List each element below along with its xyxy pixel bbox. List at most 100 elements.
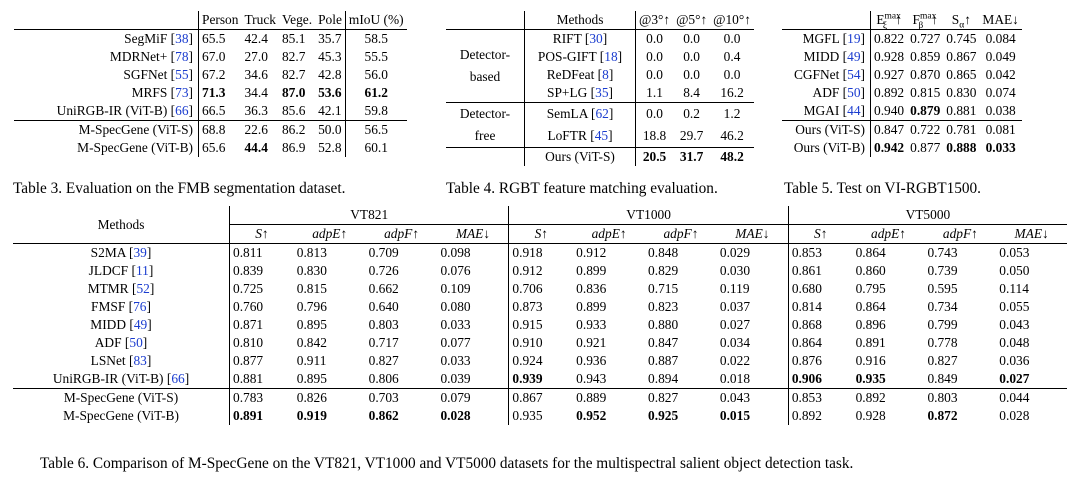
- method-cell: SP+LG [35]: [524, 84, 636, 103]
- citation-link[interactable]: 66: [175, 103, 189, 118]
- group-label-line2: free: [474, 128, 496, 143]
- value-cell: 0.826: [296, 390, 327, 405]
- value-cell: 0.033: [437, 316, 510, 334]
- citation-link[interactable]: 38: [175, 31, 189, 46]
- value-cell: 0.813: [296, 245, 327, 260]
- citation-link[interactable]: 62: [595, 106, 609, 121]
- value-cell: 0.028: [437, 407, 510, 425]
- table-row: Detector-based RIFT [30] 0.0 0.0 0.0: [446, 29, 754, 103]
- value-cell: 0.864: [855, 299, 886, 314]
- citation-link[interactable]: 55: [175, 67, 189, 82]
- citation-link[interactable]: 66: [171, 371, 185, 386]
- value-cell: 0.911: [296, 353, 327, 368]
- value-cell: 0.887: [648, 353, 679, 368]
- table-6-header-methods: Methods: [13, 206, 230, 244]
- method-cell: MIDD [49]: [13, 316, 230, 334]
- value-cell: 0.942: [874, 140, 905, 155]
- value-cell: 0.760: [233, 299, 264, 314]
- e-arrow: ↑: [895, 12, 902, 27]
- citation-link[interactable]: 8: [602, 67, 609, 82]
- citation-link[interactable]: 11: [135, 263, 149, 278]
- value-cell: 0.892: [855, 390, 886, 405]
- citation-link[interactable]: 78: [175, 49, 189, 64]
- table-row: Ours (ViT-S) 0.847 0.722 0.781 0.081: [782, 120, 1022, 139]
- method-name: RIFT: [552, 31, 582, 46]
- value-cell: 0.0: [683, 31, 700, 46]
- value-cell: 48.2: [720, 149, 744, 164]
- method-cell: MGAI [44]: [782, 102, 871, 121]
- value-cell: 0.918: [512, 245, 543, 260]
- value-cell: 0.043: [716, 388, 789, 407]
- value-cell: 0.029: [716, 243, 789, 262]
- table-3-grid: Person Truck Vege. Pole mIoU (%) SegMiF …: [14, 11, 407, 157]
- value-cell: 0.870: [910, 67, 941, 82]
- value-cell: 0.865: [946, 67, 977, 82]
- citation-link[interactable]: 76: [133, 299, 147, 314]
- table-3-header-method: [14, 11, 199, 30]
- value-cell: 0.827: [927, 353, 958, 368]
- table-3-header-person: Person: [202, 12, 239, 27]
- value-cell: 0.717: [368, 335, 399, 350]
- value-cell: 0.043: [999, 317, 1030, 332]
- citation-link[interactable]: 73: [175, 85, 189, 100]
- empty-cell: [446, 147, 525, 166]
- citation-link[interactable]: 44: [847, 103, 861, 118]
- value-cell: 0.881: [233, 371, 264, 386]
- value-cell: 0.853: [791, 390, 822, 405]
- value-cell: 65.6: [202, 140, 226, 155]
- value-cell: 0.876: [791, 353, 822, 368]
- table-row: Ours (ViT-B) 0.942 0.877 0.888 0.033: [782, 139, 1022, 157]
- method-name: POS-GIFT: [537, 49, 597, 64]
- citation-link[interactable]: 19: [847, 31, 861, 46]
- citation-link[interactable]: 39: [133, 245, 147, 260]
- value-cell: 59.8: [364, 103, 388, 118]
- citation-link[interactable]: 35: [595, 85, 609, 100]
- value-cell: 50.0: [315, 120, 346, 139]
- citation-link[interactable]: 54: [847, 67, 861, 82]
- value-cell: 67.2: [202, 67, 226, 82]
- table-4-caption: Table 4. RGBT feature matching evaluatio…: [446, 180, 718, 197]
- method-cell: MRFS [73]: [14, 84, 199, 102]
- table-5-caption: Table 5. Test on VI-RGBT1500.: [784, 180, 981, 197]
- citation-link[interactable]: 52: [136, 281, 150, 296]
- citation-link[interactable]: 49: [133, 317, 148, 332]
- value-cell: 0.839: [233, 263, 264, 278]
- citation-link[interactable]: 50: [847, 85, 861, 100]
- value-cell: 0.734: [927, 299, 958, 314]
- value-cell: 0.847: [648, 335, 679, 350]
- citation-link[interactable]: 45: [594, 128, 609, 143]
- table-6-header-datasets: Methods VT821 VT1000 VT5000: [13, 206, 1067, 244]
- value-cell: 0.894: [648, 371, 679, 386]
- table-row: MTMR [52] 0.725 0.815 0.662 0.109 0.706 0.836 0…: [13, 280, 1067, 298]
- value-cell: 0.868: [791, 317, 822, 332]
- method-name: JLDCF: [88, 263, 129, 278]
- value-cell: 0.048: [999, 335, 1030, 350]
- value-cell: 0.080: [437, 298, 510, 316]
- value-cell: 1.2: [723, 106, 741, 121]
- citation-link[interactable]: 83: [133, 353, 147, 368]
- table-4-header-3deg: @3°↑: [639, 12, 671, 27]
- table-row: M-SpecGene (ViT-B) 65.6 44.4 86.9 52.8 60.1: [14, 139, 407, 157]
- method-cell: POS-GIFT [18]: [524, 48, 636, 66]
- value-cell: 68.8: [202, 122, 226, 137]
- value-cell: 0.827: [368, 353, 399, 368]
- value-cell: 0.842: [296, 335, 327, 350]
- value-cell: 85.1: [281, 31, 306, 46]
- value-cell: 1.1: [646, 85, 663, 100]
- table-4: Methods @3°↑ @5°↑ @10°↑ Detector-based RI…: [446, 11, 754, 166]
- citation-link[interactable]: 50: [129, 335, 143, 350]
- citation-link[interactable]: 49: [847, 49, 861, 64]
- value-cell: 0.881: [946, 103, 977, 118]
- value-cell: 36.3: [244, 103, 268, 118]
- citation-link[interactable]: 30: [589, 31, 603, 46]
- table-row: FMSF [76] 0.760 0.796 0.640 0.080 0.873 0.899 0…: [13, 298, 1067, 316]
- value-cell: 0.899: [576, 263, 607, 278]
- value-cell: 0.877: [233, 353, 264, 368]
- value-cell: 0.912: [576, 245, 607, 260]
- citation-link[interactable]: 18: [604, 49, 618, 64]
- value-cell: 56.5: [364, 122, 388, 137]
- value-cell: 0.895: [296, 371, 327, 386]
- table-5-header-method: [782, 11, 871, 30]
- method-name: LoFTR: [547, 128, 587, 143]
- f-sub: β: [918, 20, 924, 31]
